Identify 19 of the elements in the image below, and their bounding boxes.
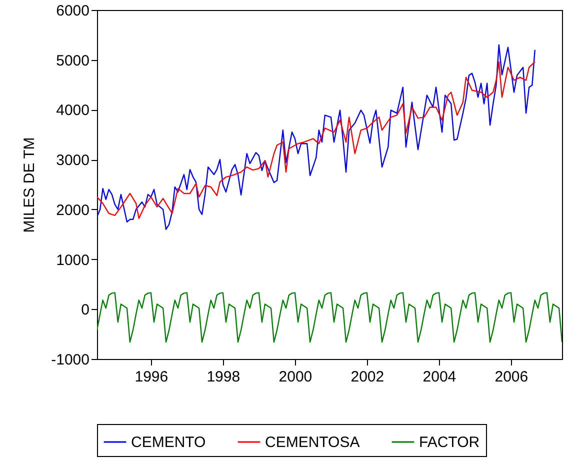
x-tick-label: 2002 [350,368,384,386]
x-tick-label: 2004 [422,368,456,386]
y-axis-title: MILES DE TM [21,137,38,233]
y-tick-label: 1000 [56,252,90,269]
y-tick-label: 6000 [56,2,90,20]
x-tick-label: 1996 [134,368,168,386]
x-tick-label: 2000 [278,368,312,386]
x-tick-label: 2006 [494,368,528,386]
y-tick-label: 5000 [56,52,90,70]
y-tick-label: -1000 [51,352,90,368]
y-tick-label: 4000 [56,102,90,120]
legend-label: CEMENTOSA [265,434,360,451]
y-tick-label: 2000 [56,202,90,219]
legend-label: FACTOR [419,434,480,451]
legend-label: CEMENTO [131,434,206,451]
y-tick-label: 3000 [56,152,90,170]
y-tick-label: 0 [81,302,90,319]
line-series [97,292,562,343]
x-tick-label: 1998 [206,368,240,386]
